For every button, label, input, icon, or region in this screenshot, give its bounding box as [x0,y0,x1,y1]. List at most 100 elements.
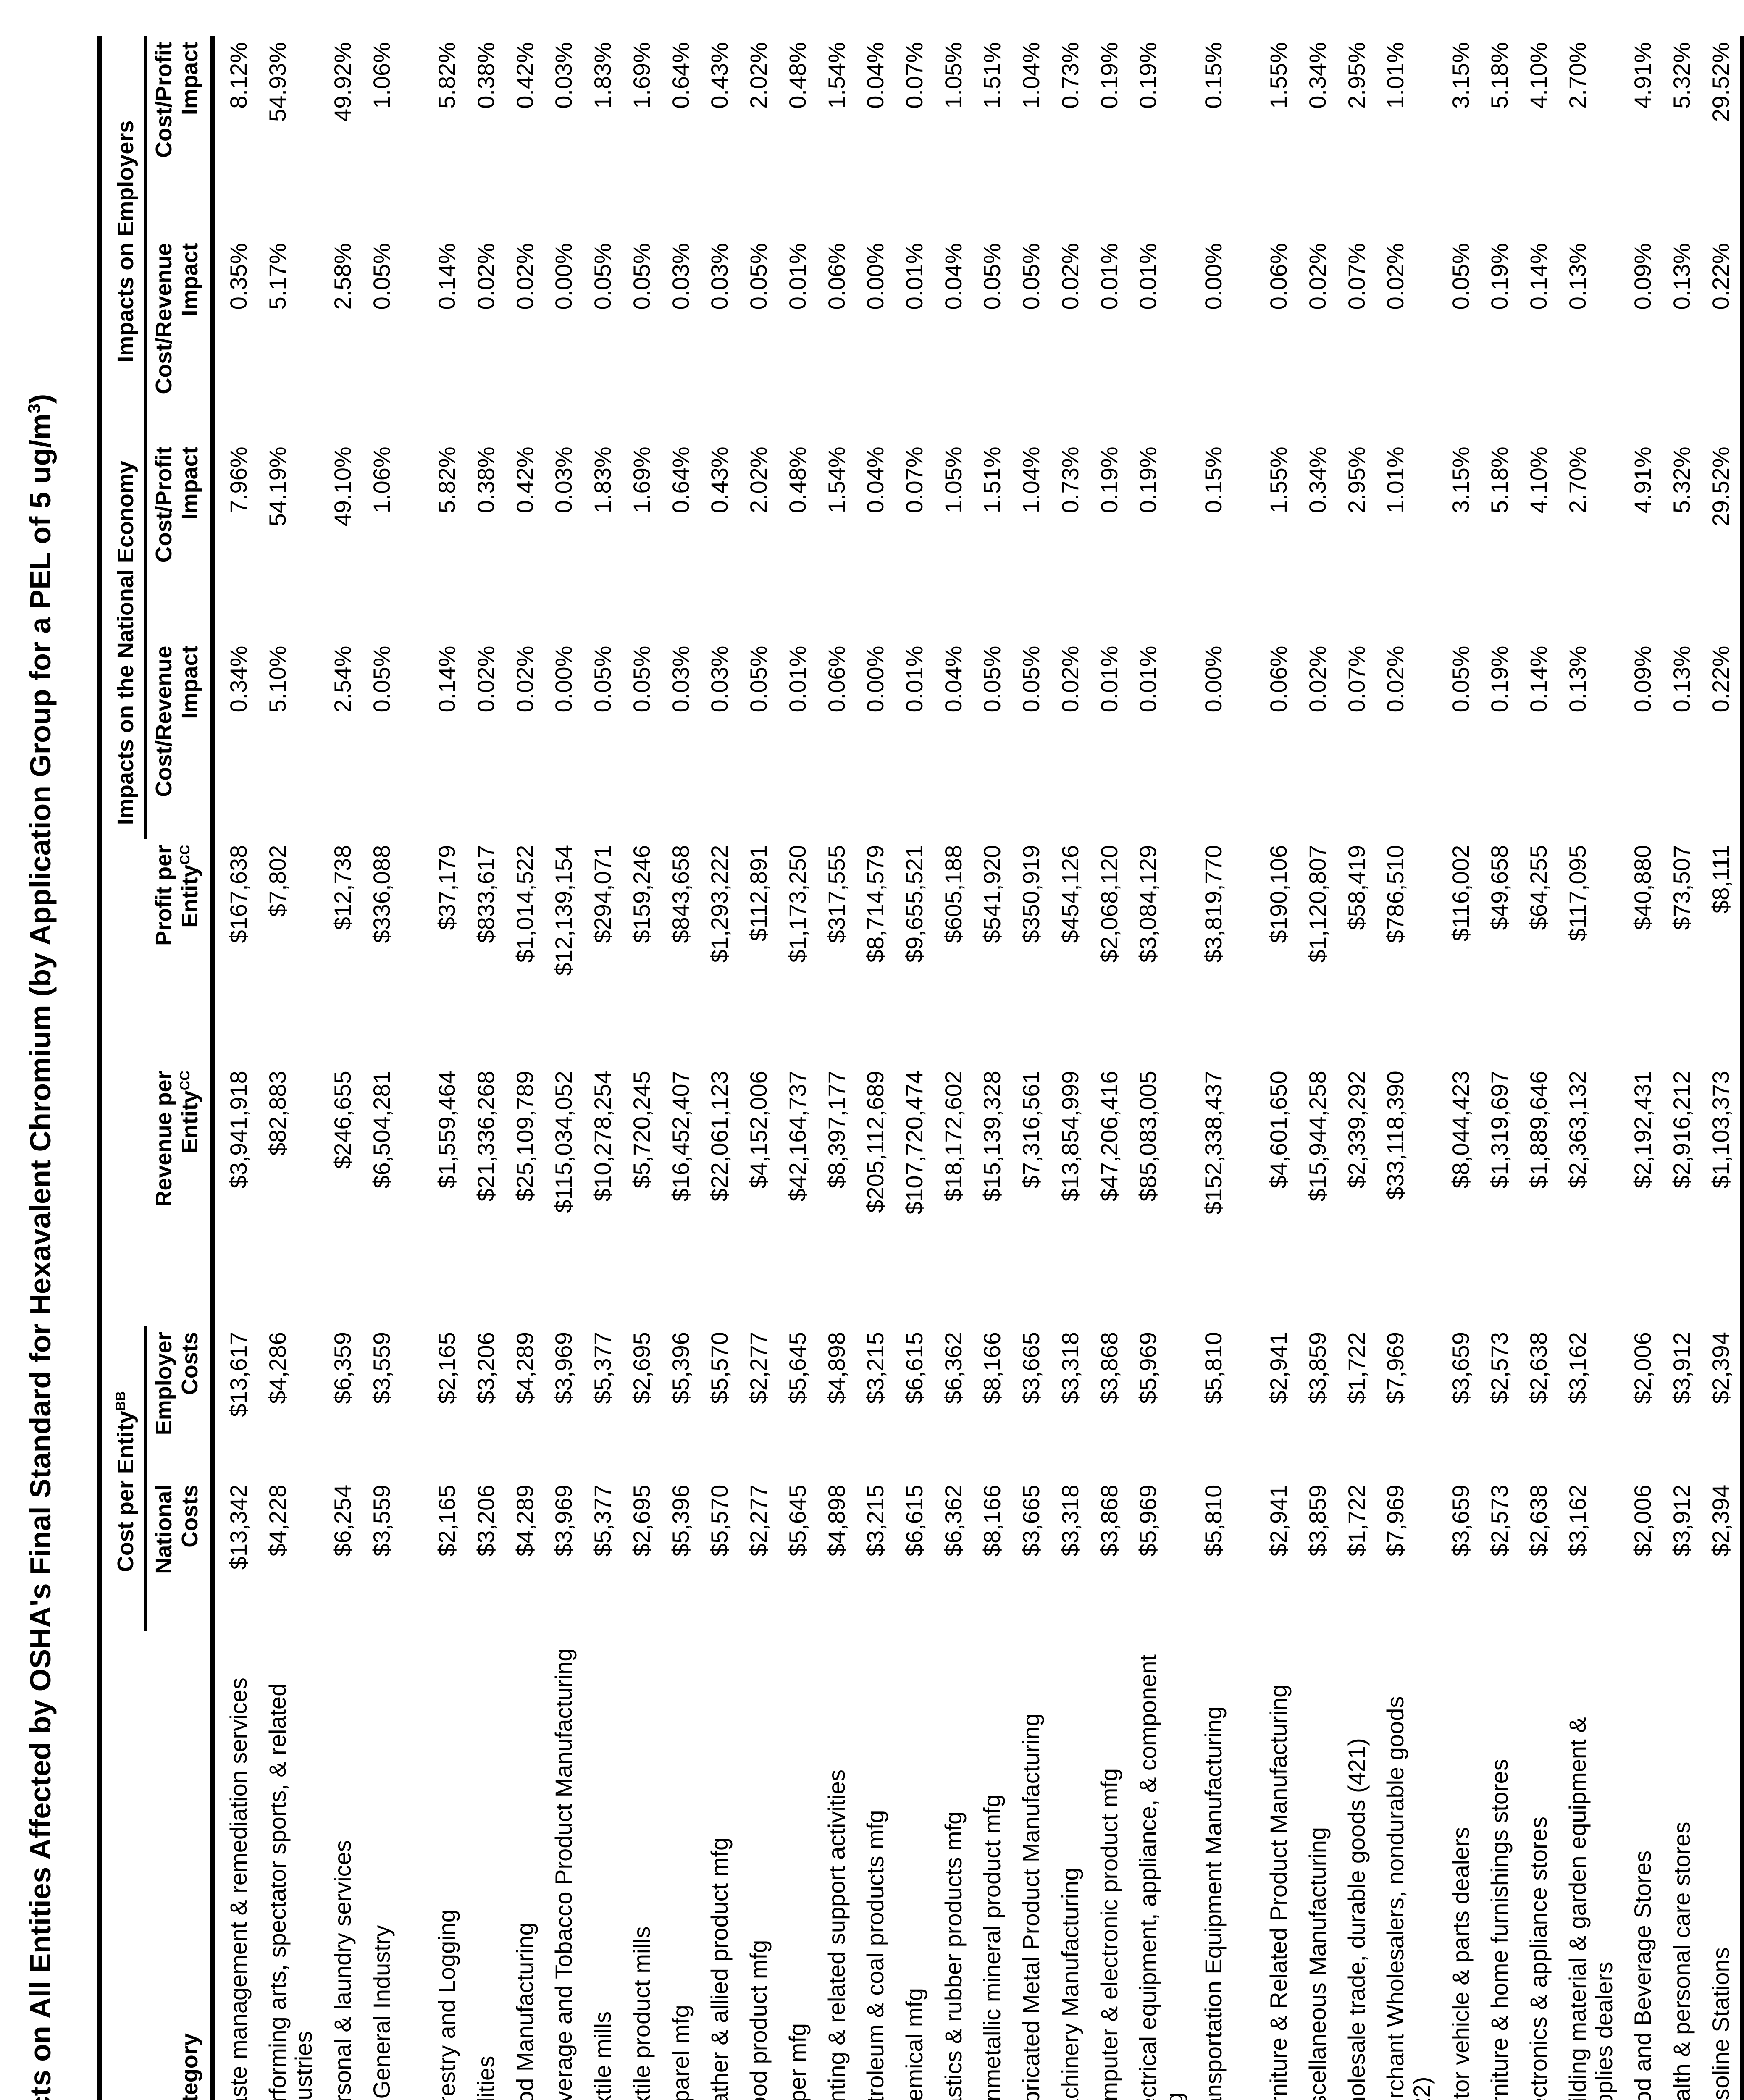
profit-per-entity-cell: $8,714,579 [862,845,889,963]
table-body: Welding - General Industry (stainless st… [212,36,1743,2100]
title-suffix: ) [24,394,57,404]
revenue-per-entity-cell: $246,655 [329,1071,356,1169]
table-row: 325 Chemical mfg $6,615 $6,615 $107,720,… [895,36,934,2100]
employer-cost-revenue-impact-cell: 0.06% [823,243,850,310]
employer-cost-revenue-impact-cell: 0.01% [1095,243,1122,310]
national-costs-cell: $3,215 [862,1484,889,1557]
employer-costs-cell: $3,206 [473,1332,499,1404]
national-costs-cell: $2,695 [628,1484,655,1557]
employer-cost-revenue-impact-cell: 0.05% [1447,243,1474,310]
national-costs-cell: $3,559 [368,1484,395,1557]
national-cost-revenue-impact-cell: 0.14% [1525,646,1552,713]
profit-per-entity-cell: $317,555 [823,845,850,943]
revenue-per-entity-cell: $16,452,407 [667,1071,694,1202]
profit-per-entity-cell: $2,068,120 [1095,845,1122,963]
national-cost-profit-impact-cell: 49.10% [329,446,356,527]
national-cost-revenue-impact-cell: 0.00% [550,646,577,713]
national-costs-cell: $6,362 [940,1484,967,1557]
profit-per-entity-cell: $833,617 [473,845,499,943]
employer-costs-cell: $6,362 [940,1332,967,1404]
revenue-per-entity-cell: $33,118,390 [1382,1071,1409,1200]
employer-cost-profit-impact-cell: 1.51% [979,42,1006,109]
employer-costs-cell: $3,969 [550,1332,577,1404]
national-costs-cell: $3,162 [1564,1484,1591,1557]
table-row: 113 Forestry and Logging $2,165 $2,165 $… [428,36,467,2100]
employer-costs-cell: $6,359 [329,1332,356,1404]
national-cost-profit-impact-cell: 0.19% [1135,446,1161,514]
employer-cost-revenue-impact-cell: 0.22% [1707,243,1734,310]
employer-cost-profit-impact-header: Cost/Profit Impact [145,36,212,237]
national-costs-cell: $2,277 [745,1484,772,1557]
employer-cost-profit-impact-cell: 0.48% [784,42,811,109]
table-row: 445 Food and Beverage Stores $2,006 $2,0… [1623,36,1663,2100]
employer-cost-profit-impact-cell: 2.95% [1343,42,1370,109]
header-row-groups: Application Group NAICS Category Cost pe… [99,36,212,2100]
national-cost-revenue-impact-cell: 0.13% [1564,646,1591,713]
national-cost-revenue-impact-cell: 0.01% [1095,646,1122,713]
table-row: 221 Utilities $3,206 $3,206 $21,336,268 … [467,36,506,2100]
revenue-per-entity-cell: $1,103,373 [1707,1071,1734,1189]
title-superscript: 3 [24,404,44,414]
revenue-per-entity-cell: $47,206,416 [1095,1071,1122,1202]
employer-cost-profit-impact-cell: 5.18% [1486,42,1513,109]
table-row: 339 Miscellaneous Manufacturing $3,859 $… [1298,36,1337,2100]
employer-cost-profit-impact-cell: 0.34% [1304,42,1331,109]
national-cost-revenue-impact-cell: 0.14% [433,646,460,713]
table-row: 336 (except 33661) Transportation Equipm… [1194,36,1259,2100]
employer-cost-profit-impact-cell: 0.15% [1200,42,1227,109]
employer-cost-revenue-impact-cell: 5.17% [264,243,291,310]
revenue-per-entity-cell: $152,338,437 [1200,1071,1227,1215]
profit-per-entity-cell: $843,658 [667,845,694,943]
employer-cost-revenue-impact-cell: 0.03% [667,243,694,310]
employer-cost-profit-impact-cell: 0.64% [667,42,694,109]
national-cost-revenue-impact-cell: 0.05% [589,646,616,713]
category-cell: Motor vehicle & parts dealers [1447,1827,1474,2100]
profit-per-entity-cell: $12,139,154 [550,845,577,976]
employer-cost-profit-impact-cell: 4.91% [1629,42,1656,109]
table-row: 323 Printing & related support activitie… [817,36,856,2100]
employer-costs-cell: $2,638 [1525,1332,1552,1404]
employer-cost-profit-impact-cell: 1.55% [1265,42,1292,109]
category-cell: Machinery Manufacturing [1056,1867,1083,2100]
employer-cost-profit-impact-cell: 0.42% [511,42,538,109]
employer-costs-cell: $3,859 [1304,1332,1331,1404]
national-cost-profit-impact-cell: 29.52% [1707,446,1734,527]
national-costs-cell: $3,318 [1056,1484,1083,1557]
national-cost-profit-impact-cell: 2.70% [1564,446,1591,514]
national-costs-cell: $5,396 [667,1484,694,1557]
national-cost-profit-impact-cell: 1.04% [1018,446,1045,514]
profit-per-entity-cell: $37,179 [433,845,460,930]
category-cell: Waste management & remediation services [225,1677,252,2100]
national-cost-profit-impact-cell: 5.18% [1486,446,1513,514]
profit-per-entity-cell: $112,891 [745,845,772,942]
national-cost-profit-impact-cell: 0.19% [1095,446,1122,514]
table-row: 311C Food Manufacturing $4,289 $4,289 $2… [506,36,545,2100]
category-cell: Electronics & appliance stores [1525,1816,1552,2100]
category-cell: Chemical mfg [901,1987,927,2100]
profit-per-entity-cell: $9,655,521 [901,845,927,963]
revenue-per-entity-cell: $205,112,689 [862,1071,889,1213]
national-costs-cell: $1,722 [1343,1484,1370,1557]
employer-cost-profit-impact-cell: 2.02% [745,42,772,109]
category-cell: Gasoline Stations [1707,1947,1734,2100]
national-cost-revenue-impact-cell: 0.01% [1135,646,1161,713]
table-row: 334 Computer & electronic product mfg $3… [1090,36,1129,2100]
category-cell: Utilities [473,2055,499,2100]
employer-cost-profit-impact-cell: 0.04% [862,42,889,109]
employer-cost-profit-impact-cell: 0.43% [706,42,733,109]
employer-cost-revenue-impact-cell: 0.13% [1564,243,1591,310]
national-cost-profit-impact-cell: 0.04% [862,446,889,514]
revenue-per-entity-cell: $15,139,328 [979,1071,1006,1202]
profit-per-entity-cell: $117,095 [1564,845,1591,942]
national-costs-cell: $3,969 [550,1484,577,1557]
national-costs-cell: $5,570 [706,1484,733,1557]
national-costs-cell: $8,166 [979,1484,1006,1557]
profit-per-entity-cell: $64,255 [1525,845,1552,930]
national-cost-revenue-impact-cell: 0.03% [667,646,694,713]
national-cost-profit-impact-cell: 2.02% [745,446,772,514]
table-row: 322 Paper mfg $5,645 $5,645 $42,164,737 … [778,36,817,2100]
revenue-per-entity-cell: $13,854,999 [1056,1071,1083,1202]
employer-cost-revenue-impact-cell: 0.13% [1668,243,1695,310]
national-cost-profit-impact-cell: 0.15% [1200,446,1227,514]
